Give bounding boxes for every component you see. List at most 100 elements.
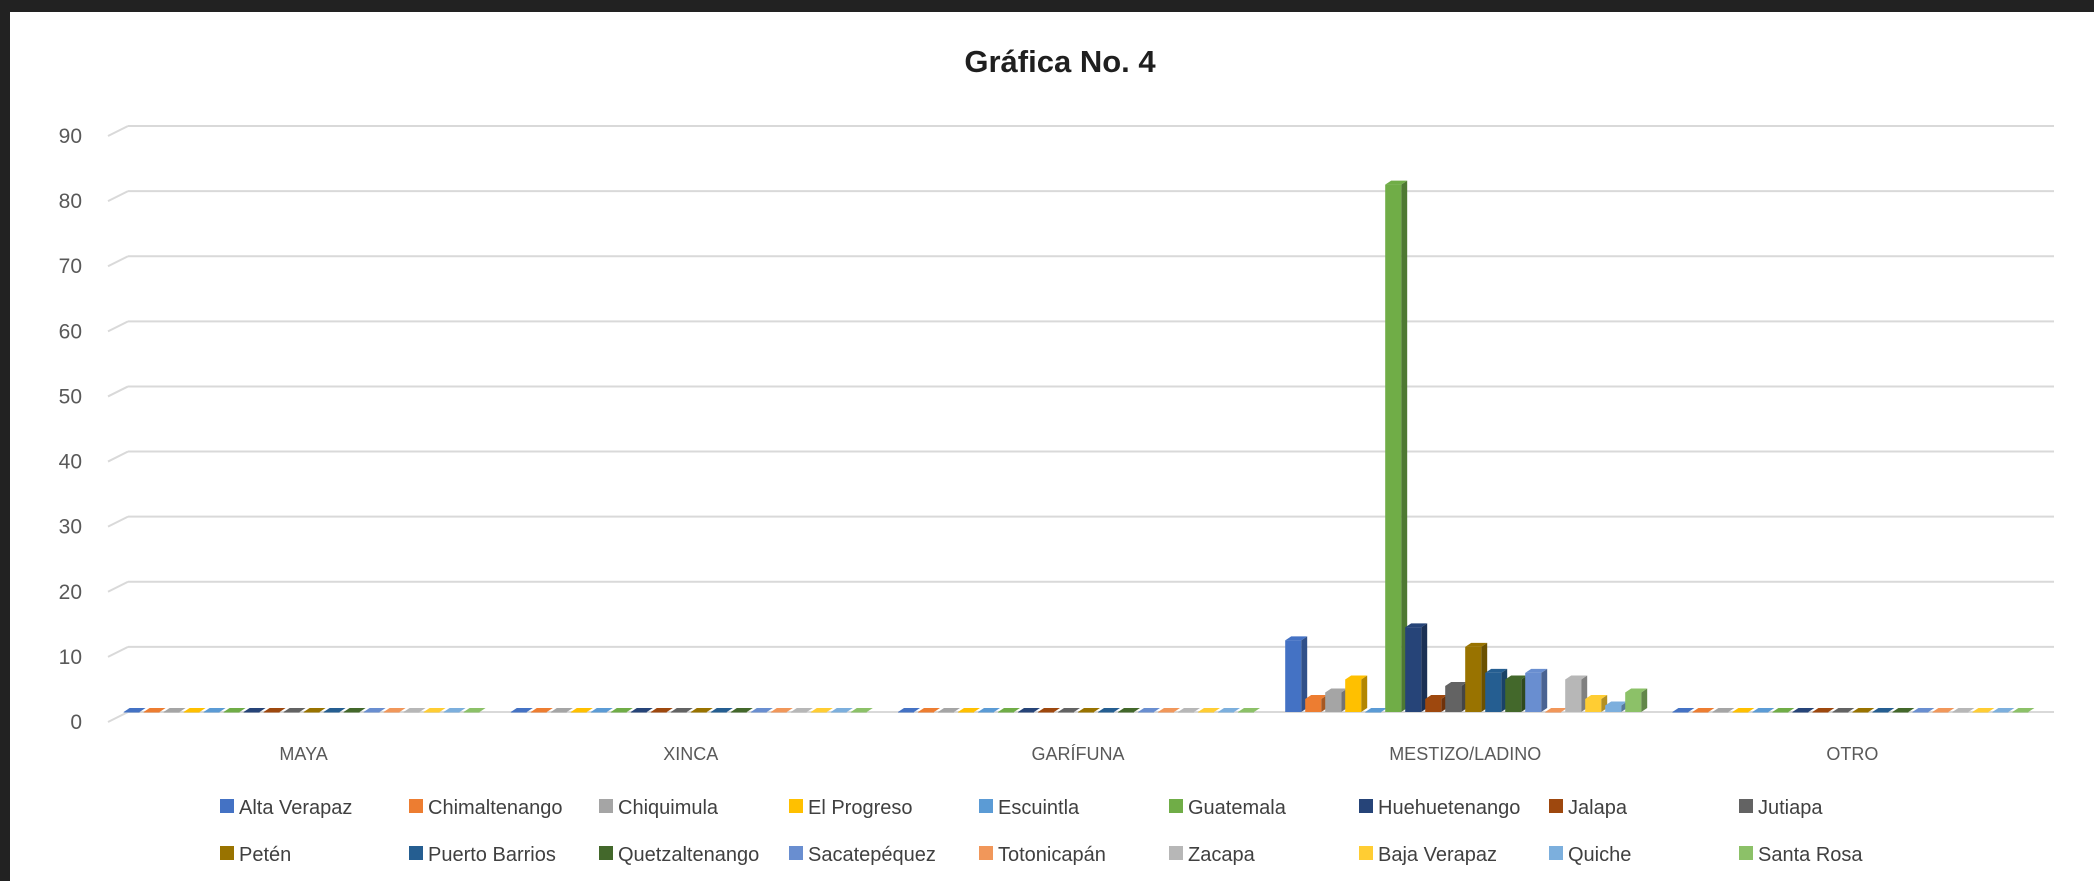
bar-top (690, 708, 713, 712)
legend-item: El Progreso (789, 797, 913, 819)
bar-front (403, 712, 420, 713)
legend-label: Totonicapán (998, 844, 1106, 866)
bar-front (978, 712, 994, 713)
bar-front (243, 712, 260, 713)
bar-front (1018, 712, 1034, 713)
bar (1565, 675, 1588, 712)
bar-top (1385, 180, 1408, 185)
bar-top (570, 708, 593, 712)
bar-top (183, 708, 206, 712)
bar-top (770, 708, 793, 712)
bar-front (1305, 698, 1322, 712)
legend-label: Jutiapa (1758, 797, 1823, 819)
bar (383, 708, 406, 713)
bar-top (2012, 708, 2035, 712)
legend-swatch (789, 846, 803, 860)
legend-item: Quetzaltenango (599, 844, 759, 866)
bar-top (1972, 708, 1995, 712)
bar (1525, 668, 1548, 712)
bar (510, 708, 533, 713)
bar-front (1525, 672, 1542, 712)
bar (123, 708, 146, 713)
bar-top (203, 708, 226, 712)
bar-side (1421, 623, 1428, 712)
bar-top (1792, 708, 1815, 712)
bar (403, 708, 426, 713)
bar (1345, 675, 1368, 712)
legend-label: Jalapa (1568, 797, 1628, 819)
legend-swatch (220, 799, 234, 813)
bar (1812, 708, 1835, 713)
bar-front (383, 712, 400, 713)
bar (750, 708, 773, 713)
bar-front (1692, 712, 1709, 713)
bar-front (263, 712, 280, 713)
bar-front (630, 712, 647, 713)
y-tick-label: 30 (59, 516, 82, 539)
bar-front (1712, 712, 1729, 713)
bar-top (978, 708, 1000, 712)
bar (1118, 708, 1140, 713)
bar-front (1752, 712, 1769, 713)
bar-front (1345, 679, 1362, 712)
gridline-slant (107, 711, 129, 723)
bar-top (1138, 708, 1160, 712)
bar-front (958, 712, 974, 713)
bar-top (1098, 708, 1120, 712)
legend-label: Chiquimula (618, 797, 719, 819)
bar-top (1732, 708, 1755, 712)
bar-front (343, 712, 360, 713)
bar (810, 708, 833, 713)
bar (770, 708, 793, 713)
bar (730, 708, 753, 713)
bar-front (1992, 712, 2009, 713)
bar-top (938, 708, 960, 712)
bar (1425, 694, 1448, 712)
y-axis-ticks: 0 10 20 30 40 50 60 70 80 90 (59, 125, 82, 734)
legend-swatch (979, 846, 993, 860)
bar-top (958, 708, 980, 712)
legend-swatch (1739, 799, 1753, 813)
bar-front (183, 712, 200, 713)
bar (650, 708, 673, 713)
bar-front (570, 712, 587, 713)
bar-top (1692, 708, 1715, 712)
bar-front (1058, 712, 1074, 713)
legend-item: Totonicapán (979, 844, 1106, 866)
legend-item: Guatemala (1169, 797, 1287, 819)
gridline-slant (107, 385, 129, 398)
bar (423, 708, 446, 713)
legend-label: El Progreso (808, 797, 913, 819)
legend-item: Jutiapa (1739, 797, 1823, 819)
legend-label: Petén (239, 844, 291, 866)
bar-front (530, 712, 547, 713)
bar-top (1932, 708, 1955, 712)
bar-front (1792, 712, 1809, 713)
gridline-slant (107, 645, 129, 658)
bar-top (323, 708, 346, 712)
bar (958, 708, 980, 713)
legend-label: Zacapa (1188, 844, 1256, 866)
bar-top (303, 708, 326, 712)
bar-top (1545, 708, 1568, 712)
bar-front (1445, 685, 1462, 712)
bar (1992, 708, 2015, 713)
bar (1178, 708, 1200, 713)
bar-top (1812, 708, 1835, 712)
bar-front (1605, 705, 1622, 712)
bar (1238, 708, 1260, 713)
bar (530, 708, 553, 713)
bar-front (998, 712, 1014, 713)
bar-front (918, 712, 934, 713)
bar (1772, 708, 1795, 713)
bar-top (730, 708, 753, 712)
chart-title: Gráfica No. 4 (964, 44, 1156, 79)
bar-top (850, 708, 873, 712)
bar (1605, 701, 1628, 712)
category-label: MESTIZO/LADINO (1389, 744, 1541, 764)
gridline-slant (107, 515, 129, 528)
bar-front (323, 712, 340, 713)
bar-front (2012, 712, 2029, 713)
bar-top (830, 708, 853, 712)
